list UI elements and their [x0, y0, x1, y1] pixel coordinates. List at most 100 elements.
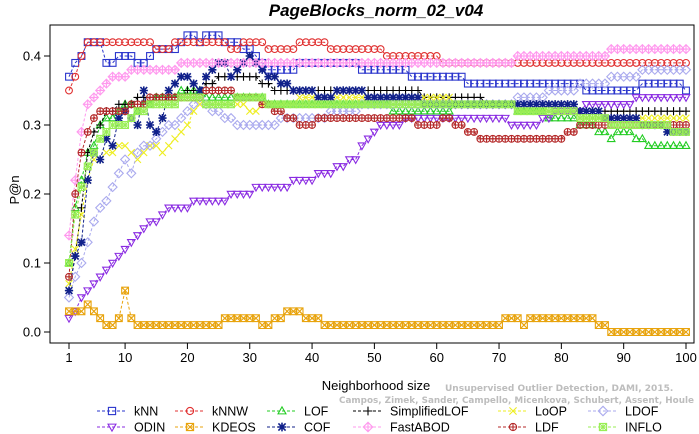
- data-point: [101, 113, 112, 122]
- data-point: [170, 204, 180, 213]
- data-point: [332, 163, 342, 172]
- data-point: [638, 58, 647, 67]
- data-point: [526, 79, 535, 88]
- data-point: [64, 286, 74, 295]
- data-point: [594, 126, 604, 136]
- data-point: [638, 114, 647, 122]
- data-point: [601, 121, 609, 129]
- legend-label: KDEOS: [212, 421, 256, 434]
- data-point: [239, 38, 248, 47]
- data-point: [663, 127, 672, 136]
- data-point: [681, 107, 691, 116]
- data-point: [89, 307, 98, 316]
- data-point: [562, 113, 573, 122]
- data-point: [170, 100, 179, 109]
- data-point: [650, 94, 660, 103]
- x-tick-label: 1: [65, 350, 72, 365]
- data-point: [270, 72, 279, 81]
- data-point: [83, 176, 92, 185]
- data-point: [195, 38, 204, 47]
- data-point: [89, 280, 99, 289]
- data-point: [233, 45, 242, 54]
- data-point: [470, 127, 479, 136]
- data-point: [525, 121, 535, 131]
- data-point: [182, 204, 193, 213]
- data-point: [351, 156, 361, 165]
- data-point: [76, 294, 87, 303]
- x-tick-label: 40: [305, 350, 319, 365]
- data-point: [495, 135, 503, 143]
- data-point: [308, 121, 317, 129]
- data-point: [233, 65, 242, 74]
- data-point: [326, 45, 335, 54]
- data-point: [481, 114, 492, 124]
- data-point: [108, 38, 117, 47]
- data-point: [132, 232, 143, 241]
- data-point: [389, 93, 398, 102]
- data-point: [277, 422, 287, 432]
- data-point: [126, 168, 137, 179]
- data-point: [526, 135, 534, 143]
- data-point: [327, 114, 335, 122]
- data-point: [308, 121, 316, 129]
- data-point: [102, 107, 110, 115]
- data-point: [369, 128, 380, 137]
- data-point: [545, 135, 553, 143]
- legend-item: LOF: [267, 405, 329, 419]
- data-point: [220, 197, 230, 206]
- data-point: [643, 94, 654, 103]
- data-point: [121, 52, 130, 60]
- data-point: [427, 121, 434, 129]
- data-point: [308, 38, 317, 47]
- data-point: [164, 141, 173, 150]
- data-point: [657, 114, 665, 122]
- data-point: [139, 148, 148, 157]
- data-point: [196, 100, 204, 109]
- data-point: [625, 101, 635, 110]
- data-point: [152, 127, 161, 136]
- data-point: [151, 133, 162, 144]
- data-point: [82, 99, 93, 110]
- data-point: [233, 100, 242, 109]
- data-point: [544, 100, 553, 109]
- data-point: [276, 45, 285, 54]
- data-point: [251, 183, 261, 193]
- data-point: [139, 38, 148, 47]
- data-point: [158, 114, 167, 123]
- data-point: [151, 218, 161, 227]
- data-point: [582, 86, 591, 95]
- data-point: [202, 72, 211, 81]
- data-point: [289, 86, 298, 95]
- data-point: [568, 85, 580, 96]
- data-point: [245, 107, 254, 115]
- data-point: [563, 100, 572, 109]
- data-point: [607, 86, 616, 95]
- data-point: [514, 135, 522, 143]
- data-point: [419, 114, 429, 124]
- y-tick-label: 0.4: [23, 49, 41, 64]
- credit-line-1: Campos, Zimek, Sander, Campello, Micenko…: [339, 396, 694, 406]
- data-point: [520, 135, 528, 143]
- data-point: [618, 101, 629, 110]
- data-point: [133, 38, 142, 47]
- data-point: [650, 58, 659, 67]
- data-point: [631, 133, 641, 143]
- data-point: [637, 133, 648, 143]
- data-point: [121, 141, 129, 150]
- data-point: [245, 51, 254, 61]
- data-point: [94, 85, 106, 96]
- data-point: [95, 273, 105, 282]
- data-point: [133, 120, 142, 130]
- data-point: [557, 135, 565, 143]
- data-point: [319, 170, 330, 179]
- data-point: [119, 154, 131, 165]
- data-point: [157, 211, 168, 220]
- data-point: [682, 121, 690, 129]
- data-point: [452, 121, 459, 129]
- legend-item: kNN: [97, 405, 158, 419]
- data-point: [213, 197, 224, 206]
- data-point: [189, 79, 198, 88]
- data-point: [295, 93, 304, 102]
- data-point: [532, 100, 541, 109]
